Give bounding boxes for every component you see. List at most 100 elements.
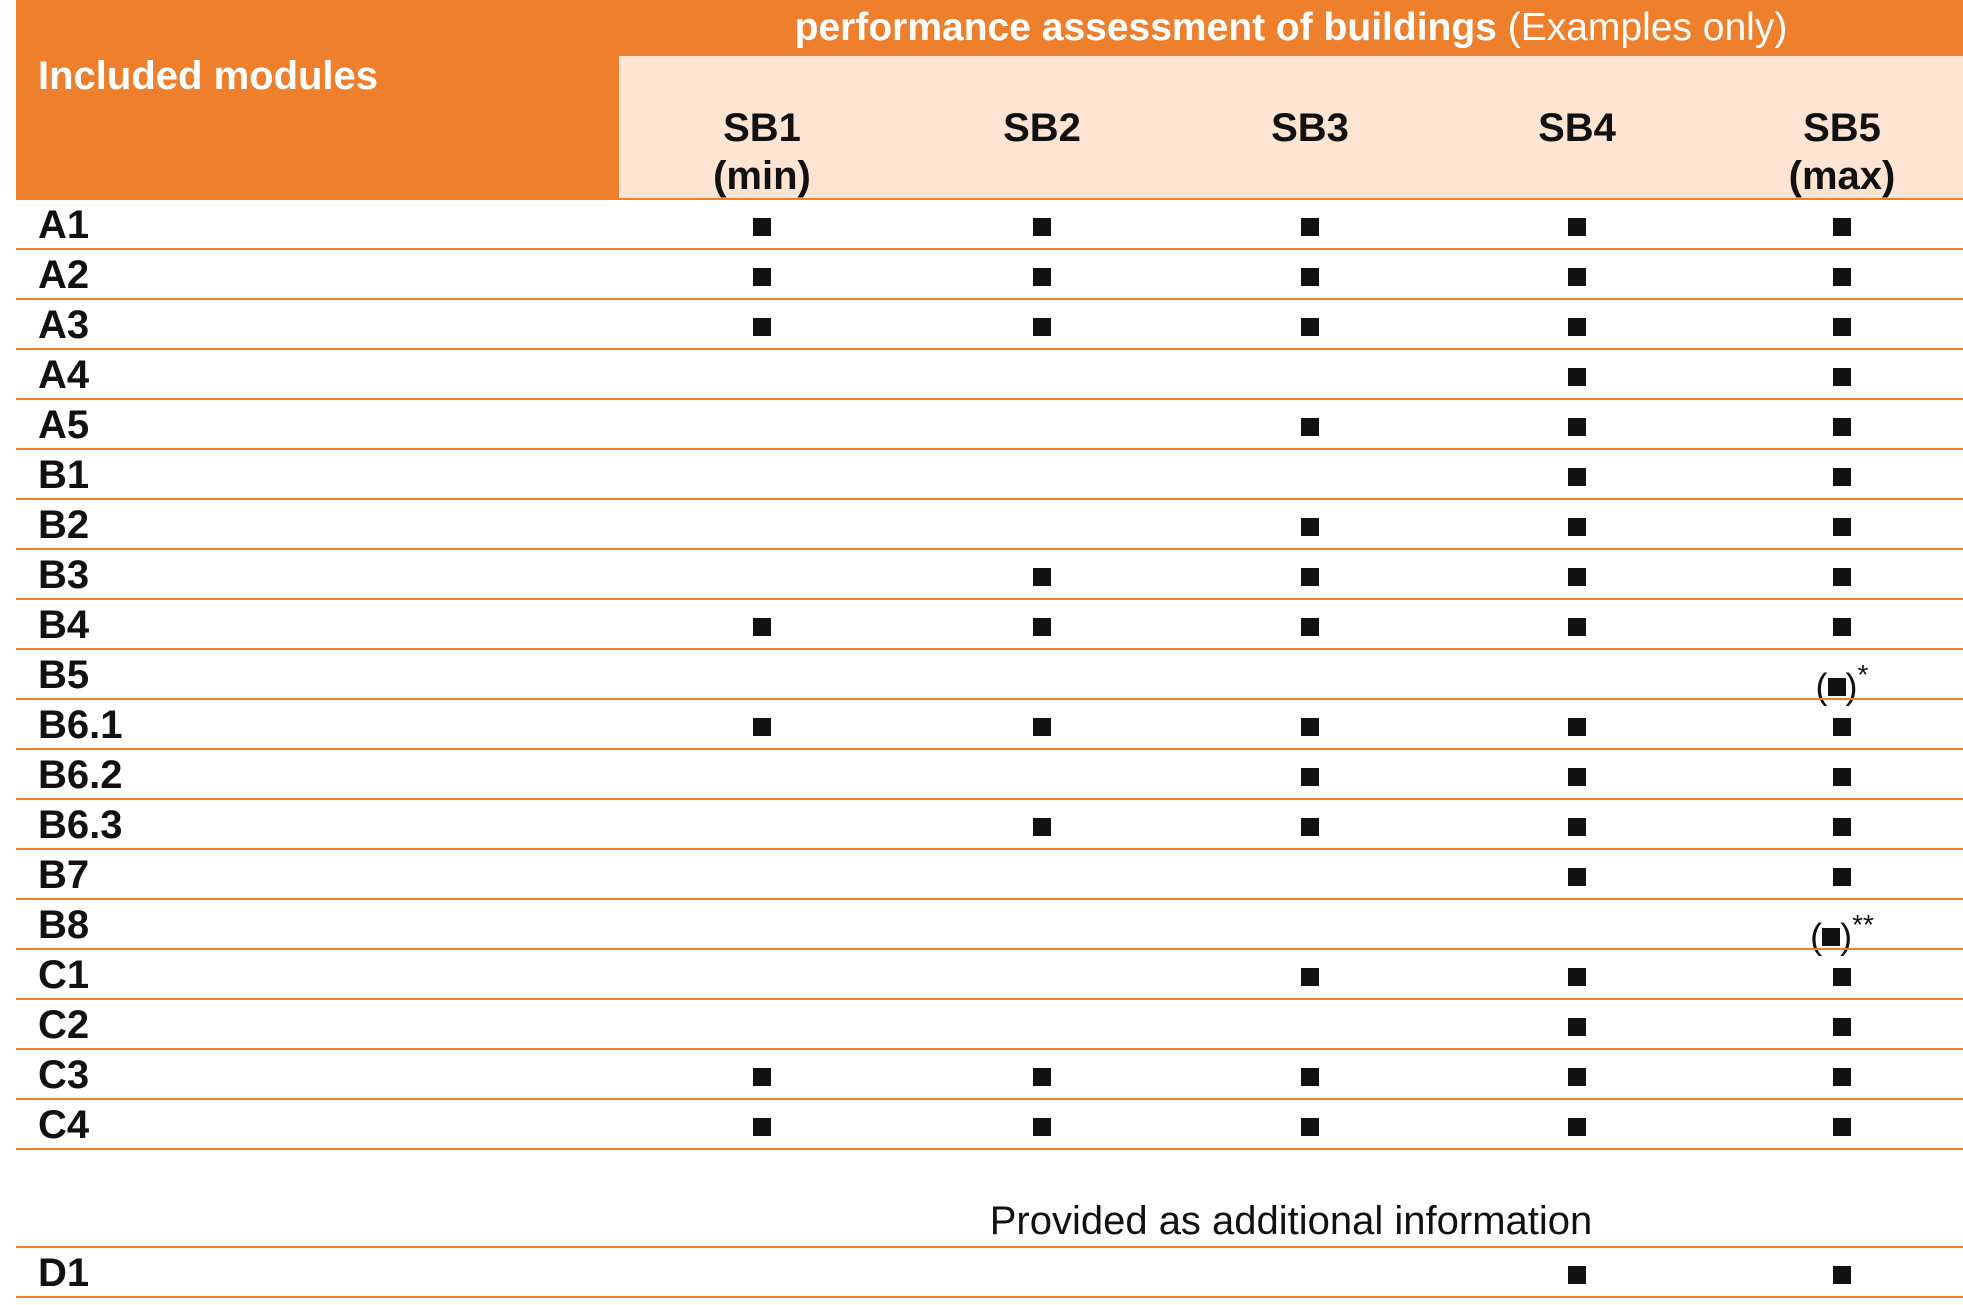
row-cell bbox=[662, 1100, 862, 1150]
column-header-2: SB2 bbox=[952, 104, 1132, 152]
row-divider bbox=[16, 398, 1963, 400]
column-header-5: SB5 (max) bbox=[1752, 104, 1932, 200]
row-cell bbox=[1210, 750, 1410, 800]
row-divider bbox=[16, 348, 1963, 350]
row-cell bbox=[1742, 950, 1942, 1000]
row-divider bbox=[16, 248, 1963, 250]
row-cell bbox=[1210, 250, 1410, 300]
row-cell bbox=[662, 250, 862, 300]
column-header-name: SB5 bbox=[1803, 106, 1881, 150]
row-divider bbox=[16, 498, 1963, 500]
check-mark-icon bbox=[1568, 1017, 1586, 1036]
row-cell bbox=[1210, 1248, 1410, 1298]
row-cell bbox=[662, 900, 862, 950]
row-cell bbox=[942, 600, 1142, 650]
row-cell bbox=[1210, 550, 1410, 600]
header-title-note: (Examples only) bbox=[1507, 6, 1788, 49]
row-cell bbox=[1210, 200, 1410, 250]
row-module-label: B7 bbox=[38, 853, 90, 897]
row-cell bbox=[662, 1050, 862, 1100]
header-title: performance assessment of buildings (Exa… bbox=[619, 0, 1963, 56]
check-mark-icon bbox=[1833, 1067, 1851, 1086]
included-modules-heading: Included modules bbox=[38, 54, 379, 98]
row-cell bbox=[942, 500, 1142, 550]
row-module-label: B5 bbox=[38, 653, 90, 697]
row-module-label: A4 bbox=[38, 353, 90, 397]
check-mark-icon bbox=[1301, 617, 1319, 636]
column-header-name: SB2 bbox=[1003, 106, 1081, 150]
check-mark-icon bbox=[1833, 767, 1851, 786]
row-cell bbox=[942, 300, 1142, 350]
check-mark-icon bbox=[1568, 1265, 1586, 1284]
row-cell bbox=[1742, 1100, 1942, 1150]
row-cell bbox=[1742, 350, 1942, 400]
row-cell bbox=[942, 850, 1142, 900]
row-cell bbox=[662, 450, 862, 500]
check-mark-icon bbox=[1301, 317, 1319, 336]
check-mark-icon bbox=[1033, 267, 1051, 286]
row-cell bbox=[1210, 600, 1410, 650]
row-cell bbox=[942, 700, 1142, 750]
row-cell bbox=[1477, 350, 1677, 400]
row-cell bbox=[1742, 800, 1942, 850]
row-cell bbox=[1210, 350, 1410, 400]
table-header-column-band bbox=[619, 56, 1963, 198]
check-mark-icon bbox=[1568, 967, 1586, 986]
row-cell bbox=[1742, 750, 1942, 800]
row-cell bbox=[1477, 300, 1677, 350]
check-mark-icon bbox=[1833, 567, 1851, 586]
row-divider bbox=[16, 648, 1963, 650]
check-mark-icon bbox=[1568, 517, 1586, 536]
row-cell bbox=[1477, 500, 1677, 550]
check-mark-icon bbox=[1833, 317, 1851, 336]
row-divider bbox=[16, 698, 1963, 700]
row-cell bbox=[942, 1100, 1142, 1150]
check-mark-icon bbox=[1568, 467, 1586, 486]
row-cell bbox=[1477, 1100, 1677, 1150]
row-divider bbox=[16, 1246, 1963, 1248]
row-cell bbox=[1210, 950, 1410, 1000]
row-module-label: D1 bbox=[38, 1251, 90, 1295]
row-cell bbox=[1210, 700, 1410, 750]
row-divider bbox=[16, 448, 1963, 450]
row-divider bbox=[16, 1148, 1963, 1150]
row-cell bbox=[662, 500, 862, 550]
row-divider bbox=[16, 848, 1963, 850]
row-cell bbox=[942, 650, 1142, 700]
row-cell bbox=[1477, 800, 1677, 850]
column-header-name: SB3 bbox=[1271, 106, 1349, 150]
row-divider bbox=[16, 898, 1963, 900]
row-cell bbox=[1477, 1000, 1677, 1050]
row-module-label: B6.1 bbox=[38, 703, 123, 747]
row-module-label: B6.3 bbox=[38, 803, 123, 847]
row-cell bbox=[1477, 600, 1677, 650]
row-cell bbox=[662, 200, 862, 250]
row-cell bbox=[1477, 850, 1677, 900]
row-cell bbox=[1477, 1050, 1677, 1100]
check-mark-icon bbox=[1033, 617, 1051, 636]
check-mark-icon bbox=[1301, 417, 1319, 436]
check-mark-icon bbox=[1033, 217, 1051, 236]
row-cell bbox=[1742, 850, 1942, 900]
check-mark-icon bbox=[1822, 927, 1841, 946]
check-mark-icon bbox=[1301, 1117, 1319, 1136]
row-cell bbox=[1210, 900, 1410, 950]
row-cell bbox=[1210, 500, 1410, 550]
check-mark-icon bbox=[1568, 267, 1586, 286]
row-cell bbox=[1210, 650, 1410, 700]
row-divider bbox=[16, 1048, 1963, 1050]
check-mark-icon bbox=[1833, 417, 1851, 436]
row-cell bbox=[1210, 800, 1410, 850]
row-cell bbox=[1477, 650, 1677, 700]
row-cell bbox=[942, 800, 1142, 850]
check-mark-icon bbox=[753, 617, 771, 636]
check-mark-icon bbox=[1568, 817, 1586, 836]
row-cell bbox=[1477, 1248, 1677, 1298]
column-header-name: SB1 bbox=[723, 106, 801, 150]
check-mark-icon bbox=[1827, 677, 1846, 696]
row-module-label: A5 bbox=[38, 403, 90, 447]
check-mark-icon bbox=[1033, 1117, 1051, 1136]
row-cell bbox=[662, 300, 862, 350]
row-cell bbox=[1477, 950, 1677, 1000]
